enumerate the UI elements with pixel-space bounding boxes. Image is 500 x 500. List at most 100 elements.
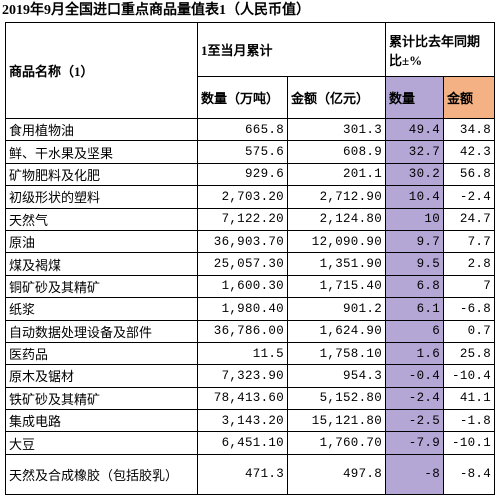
table-cell: 41.1 xyxy=(443,386,496,411)
table-cell: 78,413.60 xyxy=(197,386,288,411)
row-label: 原油 xyxy=(5,229,198,254)
row-label: 自动数据处理设备及部件 xyxy=(5,319,198,343)
table-cell: 1,624.90 xyxy=(286,319,387,343)
table-cell: -10.1 xyxy=(443,431,496,455)
table-cell: 36,786.00 xyxy=(197,319,288,343)
table-cell: -6.8 xyxy=(443,297,496,321)
data-table: 商品名称（1） 1至当月累计 累计比去年同期比±% 数量（万吨） 金额（亿元） … xyxy=(5,22,496,495)
table-cell: 10.4 xyxy=(385,185,445,209)
table-cell: -8.4 xyxy=(443,453,496,495)
table-title: 2019年9月全国进口重点商品量值表1（人民币值） xyxy=(2,3,310,18)
table-cell: 56.8 xyxy=(443,162,496,187)
table-cell: 1,980.40 xyxy=(197,297,288,321)
table-cell: 6,451.10 xyxy=(197,431,288,455)
row-label: 天然气 xyxy=(5,207,198,231)
table-cell: 6 xyxy=(385,319,445,343)
table-cell: 7,323.90 xyxy=(197,364,288,388)
table-cell: 1,760.70 xyxy=(286,431,387,455)
header-cell: 金额（亿元） xyxy=(286,76,387,119)
table-cell: 1.6 xyxy=(385,341,445,366)
table-cell: 1,600.30 xyxy=(197,274,288,299)
table-cell: 2.8 xyxy=(443,252,496,276)
table-cell: 497.8 xyxy=(286,453,387,495)
table-cell: 32.7 xyxy=(385,140,445,164)
row-label: 鲜、干水果及坚果 xyxy=(5,140,198,164)
table-cell: 25,057.30 xyxy=(197,252,288,276)
table-cell: 1,715.40 xyxy=(286,274,387,299)
table-cell: 10 xyxy=(385,207,445,231)
table-cell: -1.8 xyxy=(443,409,496,433)
table-cell: -2.4 xyxy=(443,185,496,209)
table-cell: -8 xyxy=(385,453,445,495)
table-cell: 954.3 xyxy=(286,364,387,388)
table-cell: -2.5 xyxy=(385,409,445,433)
row-label: 铜矿砂及其精矿 xyxy=(5,274,198,299)
table-row: 原木及锯材 7,323.90 954.3 -0.4 -10.4 xyxy=(5,364,496,388)
table-cell: 2,703.20 xyxy=(197,185,288,209)
table-row: 铁矿砂及其精矿 78,413.60 5,152.80 -2.4 41.1 xyxy=(5,386,496,411)
row-label: 集成电路 xyxy=(5,409,198,433)
header-cell: 累计比去年同期比±% xyxy=(385,22,496,77)
table-row: 天然及合成橡胶（包括胶乳） 471.3 497.8 -8 -8.4 xyxy=(5,453,496,495)
table-cell: 30.2 xyxy=(385,162,445,187)
table-cell: 24.7 xyxy=(443,207,496,231)
table-cell: 5,152.80 xyxy=(286,386,387,411)
table-cell: 1,351.90 xyxy=(286,252,387,276)
table-cell: 3,143.20 xyxy=(197,409,288,433)
table-cell: 6.1 xyxy=(385,297,445,321)
row-label: 纸浆 xyxy=(5,297,198,321)
table-cell: 929.6 xyxy=(197,162,288,187)
table-cell: 1,758.10 xyxy=(286,341,387,366)
table-cell: 7,122.20 xyxy=(197,207,288,231)
table-cell: 15,121.80 xyxy=(286,409,387,433)
table-row: 初级形状的塑料 2,703.20 2,712.90 10.4 -2.4 xyxy=(5,185,496,209)
table-cell: 2,712.90 xyxy=(286,185,387,209)
table-cell: 11.5 xyxy=(197,341,288,366)
row-label: 大豆 xyxy=(5,431,198,455)
row-label: 初级形状的塑料 xyxy=(5,185,198,209)
table-row: 食用植物油 665.8 301.3 49.4 34.8 xyxy=(5,117,496,142)
row-label: 食用植物油 xyxy=(5,117,198,142)
header-cell: 金额 xyxy=(443,76,496,119)
table-row: 煤及褐煤 25,057.30 1,351.90 9.5 2.8 xyxy=(5,252,496,276)
table-cell: 665.8 xyxy=(197,117,288,142)
table-cell: -7.9 xyxy=(385,431,445,455)
table-cell: 42.3 xyxy=(443,140,496,164)
row-label: 煤及褐煤 xyxy=(5,252,198,276)
table-row: 鲜、干水果及坚果 575.6 608.9 32.7 42.3 xyxy=(5,140,496,164)
table-row: 集成电路 3,143.20 15,121.80 -2.5 -1.8 xyxy=(5,409,496,433)
row-label: 原木及锯材 xyxy=(5,364,198,388)
table-cell: 7.7 xyxy=(443,229,496,254)
table-cell: 7 xyxy=(443,274,496,299)
table-cell: 608.9 xyxy=(286,140,387,164)
header-cell: 数量 xyxy=(385,76,445,119)
table-cell: 201.1 xyxy=(286,162,387,187)
table-row: 天然气 7,122.20 2,124.80 10 24.7 xyxy=(5,207,496,231)
row-label: 医药品 xyxy=(5,341,198,366)
row-label: 天然及合成橡胶（包括胶乳） xyxy=(5,453,198,495)
table-cell: 901.2 xyxy=(286,297,387,321)
table-cell: 34.8 xyxy=(443,117,496,142)
table-cell: 9.5 xyxy=(385,252,445,276)
table-cell: 25.8 xyxy=(443,341,496,366)
table-cell: -10.4 xyxy=(443,364,496,388)
table-cell: 471.3 xyxy=(197,453,288,495)
table-cell: 301.3 xyxy=(286,117,387,142)
header-cell: 商品名称（1） xyxy=(5,22,198,119)
table-row: 纸浆 1,980.40 901.2 6.1 -6.8 xyxy=(5,297,496,321)
table-cell: 0.7 xyxy=(443,319,496,343)
row-label: 矿物肥料及化肥 xyxy=(5,162,198,187)
table-cell: 6.8 xyxy=(385,274,445,299)
table-cell: -0.4 xyxy=(385,364,445,388)
table-cell: 49.4 xyxy=(385,117,445,142)
table-row: 原油 36,903.70 12,090.90 9.7 7.7 xyxy=(5,229,496,254)
table-cell: 36,903.70 xyxy=(197,229,288,254)
table-row: 矿物肥料及化肥 929.6 201.1 30.2 56.8 xyxy=(5,162,496,187)
table-cell: 575.6 xyxy=(197,140,288,164)
row-label: 铁矿砂及其精矿 xyxy=(5,386,198,411)
table-cell: -2.4 xyxy=(385,386,445,411)
table-row: 铜矿砂及其精矿 1,600.30 1,715.40 6.8 7 xyxy=(5,274,496,299)
header-cell: 数量（万吨） xyxy=(197,76,288,119)
table-row: 大豆 6,451.10 1,760.70 -7.9 -10.1 xyxy=(5,431,496,455)
